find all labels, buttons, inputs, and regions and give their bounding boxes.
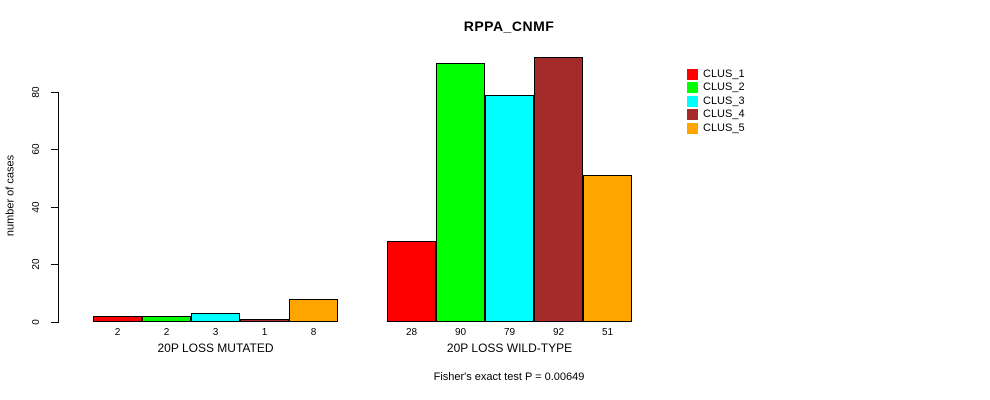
bar — [534, 57, 583, 322]
y-tick-label: 60 — [31, 143, 42, 155]
legend-label: CLUS_5 — [703, 121, 745, 134]
y-tick — [51, 206, 58, 208]
legend-swatch — [687, 69, 698, 80]
legend-label: CLUS_3 — [703, 94, 745, 107]
legend-label: CLUS_1 — [703, 68, 745, 80]
legend-label: CLUS_2 — [703, 81, 745, 94]
bar — [93, 316, 142, 322]
y-tick-label: 20 — [31, 258, 42, 270]
legend-swatch — [687, 122, 698, 134]
bar-value-label: 3 — [212, 327, 219, 338]
chart-title: RPPA_CNMF — [463, 18, 555, 34]
legend-label: CLUS_4 — [703, 108, 745, 121]
y-axis-title: number of cases — [4, 154, 17, 237]
bar — [485, 94, 534, 322]
group-label: 20P LOSS WILD-TYPE — [446, 341, 573, 355]
y-tick — [51, 322, 58, 323]
y-tick — [51, 149, 58, 151]
bar-value-label: 92 — [552, 327, 565, 338]
bar — [289, 298, 338, 322]
bar — [387, 241, 436, 322]
bar-value-label: 90 — [454, 327, 467, 338]
bar-value-label: 51 — [601, 327, 614, 338]
y-axis-line — [58, 91, 59, 323]
bar — [240, 319, 289, 322]
bar — [191, 313, 240, 322]
y-tick — [51, 264, 58, 266]
bar-value-label: 79 — [503, 327, 516, 338]
fisher-test-annotation: Fisher's exact test P = 0.00649 — [433, 371, 585, 383]
group-label: 20P LOSS MUTATED — [157, 341, 274, 355]
y-tick — [51, 91, 58, 93]
bar — [583, 175, 632, 322]
y-tick-label: 0 — [31, 319, 42, 325]
legend-swatch — [687, 95, 698, 107]
bar-value-label: 2 — [163, 327, 170, 338]
y-tick-label: 80 — [31, 86, 42, 98]
legend-swatch — [687, 82, 698, 94]
legend-swatch — [687, 109, 698, 121]
bar — [142, 316, 191, 322]
bar-value-label: 1 — [261, 327, 268, 338]
y-tick-label: 40 — [31, 201, 42, 213]
bar — [436, 62, 485, 322]
bar-value-label: 2 — [114, 327, 121, 338]
bar-value-label: 8 — [310, 327, 317, 338]
bar-value-label: 28 — [405, 327, 418, 338]
